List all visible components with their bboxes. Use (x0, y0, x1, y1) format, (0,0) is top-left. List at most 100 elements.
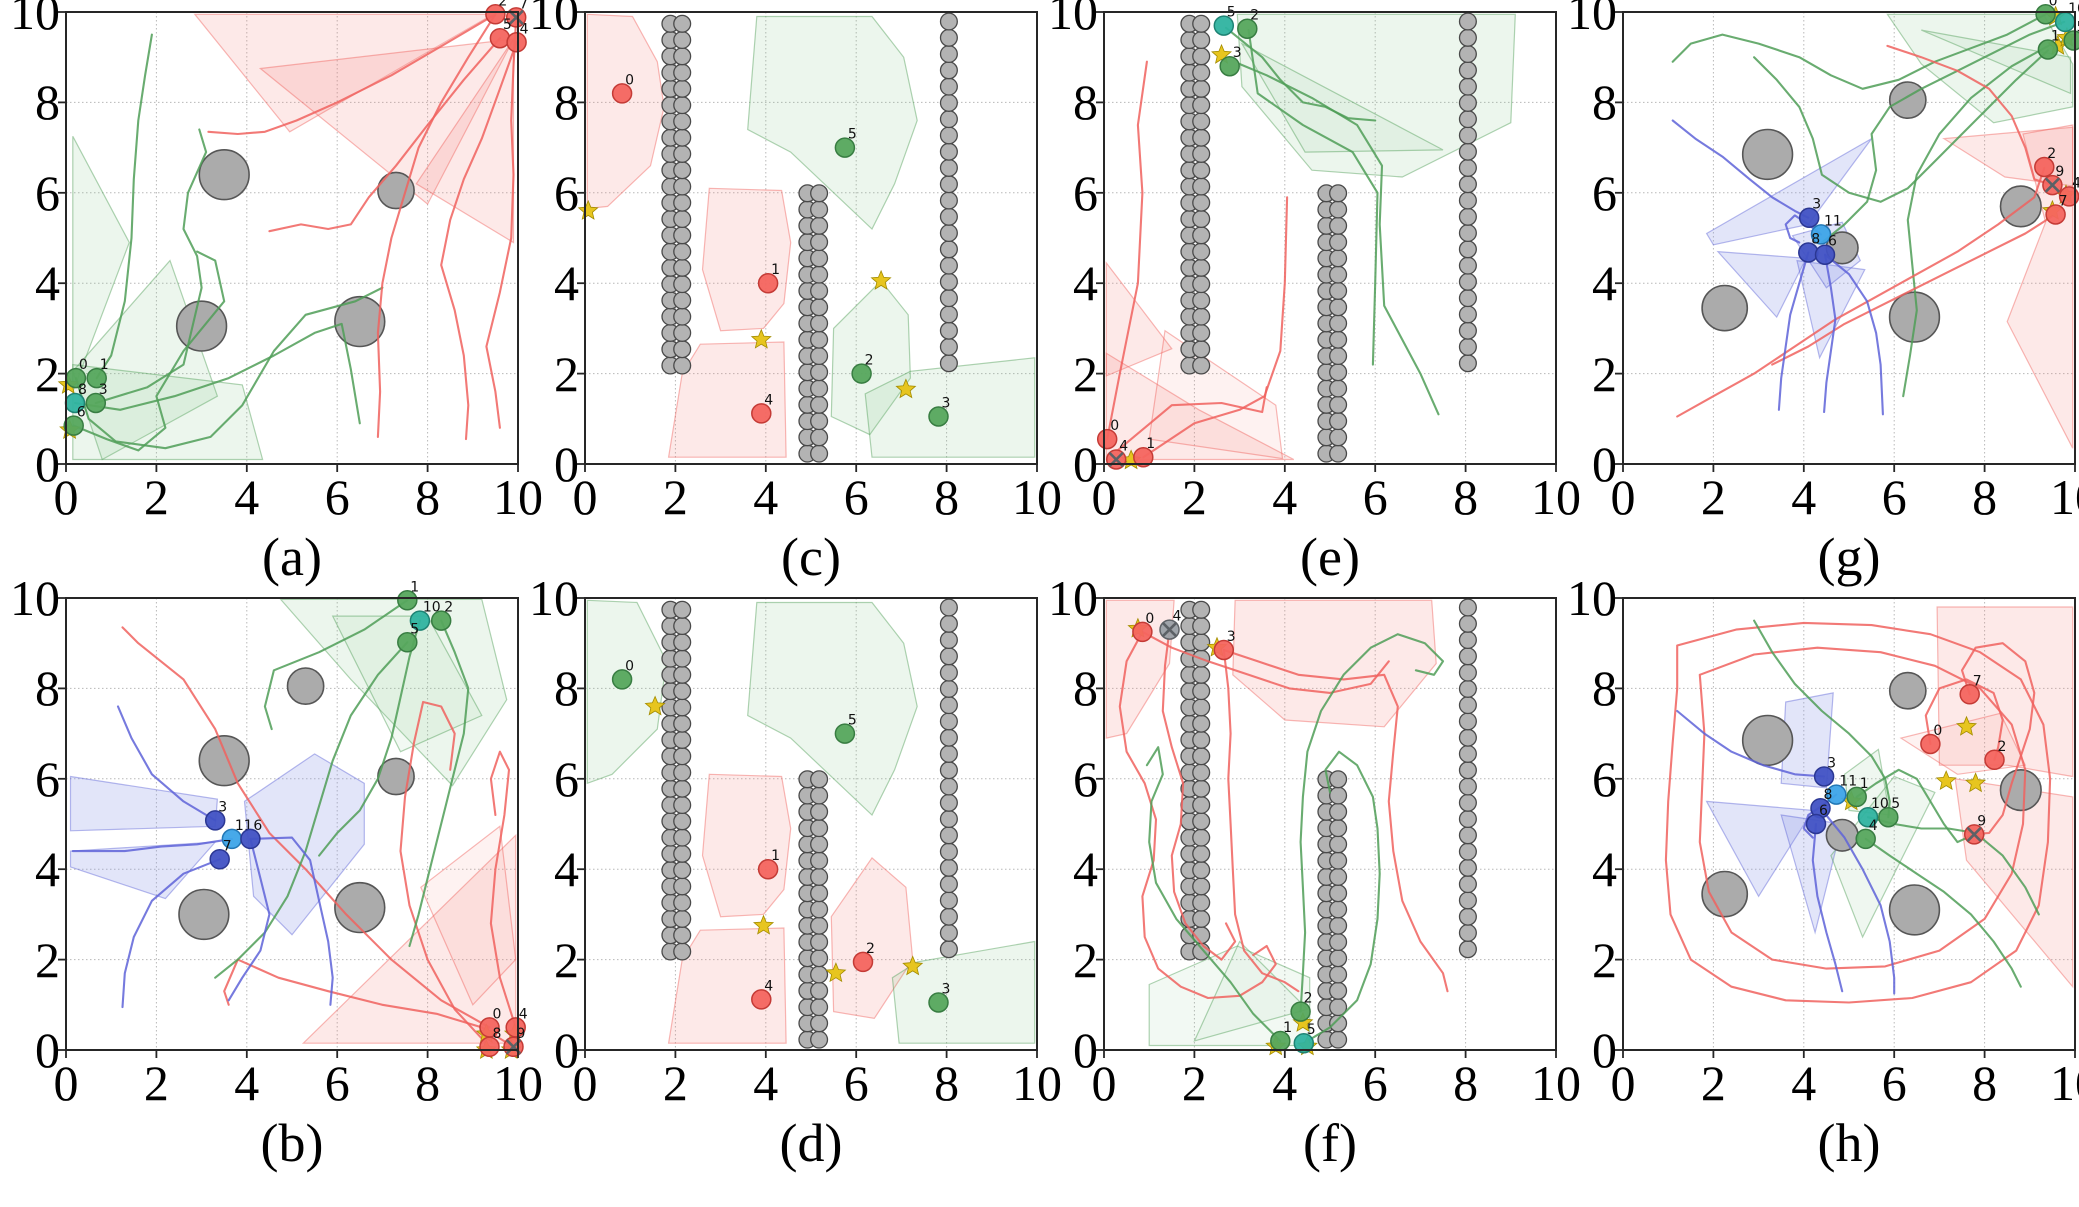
agent-id-label: 6 (1819, 803, 1828, 819)
agent-id-label: 6 (253, 818, 262, 834)
coverage-region (701, 187, 792, 332)
agent-id-label: 6 (77, 405, 86, 421)
trajectory-line (1302, 750, 1381, 1045)
agent-dot (751, 403, 772, 424)
x-tick-label: 8 (415, 1055, 441, 1111)
x-tick-label: 6 (324, 469, 350, 525)
wall-circle (1192, 128, 1211, 147)
wall-circle (673, 877, 692, 896)
coverage-region (420, 825, 517, 1006)
x-tick-label: 6 (1881, 469, 1907, 525)
agent-id-label: 2 (1304, 991, 1313, 1007)
wall-circle (1329, 851, 1348, 870)
x-tick-label: 10 (2050, 1055, 2079, 1111)
trajectory-line (1753, 49, 2049, 203)
wall-circle (1329, 932, 1348, 952)
coverage-region (331, 615, 483, 753)
agent-dot (611, 669, 633, 690)
wall-circle (1329, 184, 1348, 203)
wall-circle (939, 712, 958, 731)
y-tick-label: 0 (1073, 1022, 1098, 1078)
wall-circle (939, 175, 958, 194)
agent-marker-1: 1 (86, 357, 109, 389)
agent-id-label: 2 (865, 353, 874, 369)
wall-circle (1192, 795, 1211, 815)
x-tick-label: 2 (143, 469, 169, 525)
y-tick-label: 8 (554, 74, 579, 131)
wall-circle (673, 323, 692, 342)
wall-circle (939, 761, 958, 780)
wall-circle (1458, 630, 1477, 650)
agent-marker-0: 0 (2035, 0, 2058, 25)
wall-circle (1192, 616, 1211, 636)
obstacle-circle (1888, 81, 1927, 120)
plot-canvas: 0 18 36 2 75 4 (57, 0, 529, 472)
agent-id-label: 3 (942, 982, 951, 998)
wall-circle (939, 191, 958, 210)
trajectory-line (95, 33, 153, 380)
wall-circle (1192, 812, 1211, 831)
agent-dot (1810, 224, 1832, 245)
agent-marker-11: 11 (1810, 213, 1842, 245)
agent-marker-1: 1 (757, 262, 780, 294)
wall-circle (939, 875, 958, 894)
y-tick-label: 4 (1073, 255, 1098, 312)
agent-dot (751, 989, 772, 1010)
y-axis-ticks: 0 2 4 6 8 10 (1561, 573, 1623, 1075)
agent-marker-1: 1 (757, 848, 780, 880)
subplot-caption: (h) (1817, 1113, 1881, 1173)
agent-id-label: 0 (1110, 418, 1119, 434)
wall-circle (1458, 77, 1477, 96)
x-tick-label: 10 (1531, 1055, 1581, 1111)
subplot-caption: (b) (260, 1113, 324, 1173)
y-tick-label: 8 (35, 74, 60, 131)
x-tick-label: 4 (753, 469, 779, 525)
wall-circle (939, 207, 958, 226)
wall-circle (673, 161, 692, 180)
wall-circle (810, 298, 829, 317)
agent-dot (204, 810, 226, 831)
wall-circle (810, 330, 829, 349)
agent-dot (834, 137, 856, 158)
wall-circle (1329, 200, 1348, 219)
plot-frame (65, 597, 519, 1051)
wall-circle (1329, 379, 1348, 398)
wall-circle (673, 47, 692, 66)
x-tick-label: 2 (143, 1055, 169, 1111)
agent-id-label: 5 (503, 17, 512, 33)
coverage-region (1105, 599, 1175, 739)
trajectory-line (1698, 646, 2027, 970)
agent-id-label: 3 (1812, 197, 1821, 213)
y-tick-label: 2 (554, 345, 579, 402)
coverage-region (1105, 261, 1173, 377)
y-tick-label: 10 (529, 0, 579, 40)
wall-circle (810, 884, 829, 903)
coverage-region (830, 280, 912, 436)
agent-id-label: 0 (625, 72, 634, 88)
agent-id-label: 4 (764, 392, 773, 408)
agent-dot (1213, 639, 1235, 661)
wall-circle (1329, 233, 1348, 252)
y-tick-label: 10 (10, 0, 60, 40)
agent-dot (2035, 4, 2056, 25)
wall-circle (810, 867, 829, 886)
goal-star-icon (1956, 715, 1977, 736)
x-tick-label: 0 (1091, 469, 1117, 525)
y-tick-label: 2 (1592, 345, 1617, 402)
coverage-region (1716, 250, 1808, 319)
goal-star-icon (750, 328, 772, 349)
agent-id-label: 2 (2047, 146, 2056, 162)
wall-circle (939, 337, 958, 356)
agent-marker-7: 7 (209, 838, 232, 870)
coverage-region (1796, 259, 1866, 360)
wall-circle (1458, 842, 1477, 861)
x-tick-label: 2 (1700, 469, 1726, 525)
agent-marker-7: 7 (1959, 673, 1982, 705)
agent-marker-3: 3 (1219, 45, 1242, 77)
wall-circle (1192, 763, 1211, 782)
agent-id-label: 4 (1869, 818, 1878, 834)
wall-circle (810, 949, 829, 968)
